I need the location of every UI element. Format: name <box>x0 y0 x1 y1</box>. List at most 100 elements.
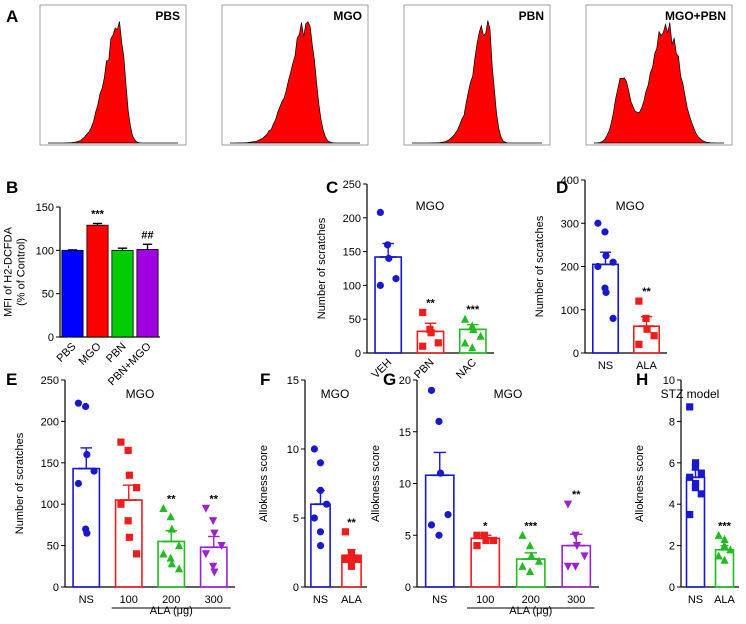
histogram-fill-mgo-pbn <box>593 22 724 144</box>
data-point-H-ala <box>720 555 729 564</box>
data-point-G-300 <box>563 500 573 509</box>
data-point-G-200 <box>525 541 535 550</box>
bar-B-pbn <box>111 249 134 338</box>
data-point-G-200 <box>527 551 536 560</box>
data-point-E-200 <box>167 559 176 568</box>
significance-G-200: *** <box>524 520 538 532</box>
data-point-F-ns <box>316 528 325 536</box>
y-tick-label-D: 200 <box>561 262 579 274</box>
significance-E-200: ** <box>167 493 176 505</box>
y-tick-label-C: 250 <box>343 179 361 191</box>
x-label-E-100: 100 <box>120 594 138 606</box>
data-point-G-200 <box>518 530 527 539</box>
y-tick-label-B: 50 <box>42 289 54 301</box>
histogram-label-pbs: PBS <box>155 9 180 23</box>
data-point-G-ns <box>435 417 443 425</box>
data-point-G-100 <box>482 536 490 545</box>
y-tick-label-G: 0 <box>405 582 411 594</box>
data-point-H-ala <box>726 545 735 554</box>
panel-title-C: MGO <box>416 199 445 213</box>
data-point-E-100 <box>125 471 133 479</box>
y-tick-label-E: 100 <box>41 499 59 511</box>
data-point-F-ala <box>341 555 349 563</box>
y-tick-label-E: 200 <box>41 416 59 428</box>
data-point-E-200 <box>166 512 175 521</box>
panel-letter-A: A <box>6 7 18 26</box>
significance-H-ala: *** <box>718 520 732 532</box>
data-point-C-pbn <box>434 339 442 347</box>
y-tick-label-H: 2 <box>669 541 675 553</box>
data-point-E-ns <box>90 467 98 475</box>
data-point-G-100 <box>480 531 489 539</box>
significance-C-pbn: ** <box>426 297 435 309</box>
x-label-D-ns: NS <box>598 360 613 372</box>
data-point-G-ns <box>427 386 436 394</box>
data-point-E-100 <box>117 500 125 508</box>
data-point-E-ns <box>74 399 83 407</box>
data-point-E-300 <box>210 568 219 577</box>
histogram-frame-pbn <box>403 4 551 146</box>
data-point-D-ala <box>650 332 658 340</box>
histogram-fill-pbn <box>412 20 542 144</box>
significance-F-ala: ** <box>347 517 356 529</box>
y-tick-label-F: 10 <box>287 444 299 456</box>
y-axis-title-H: Allokness score <box>634 445 646 522</box>
data-point-E-ns <box>83 529 91 537</box>
y-axis-title-B: MFI of H2-DCFDA <box>3 226 15 317</box>
x-label-B-pbs: PBS <box>55 341 79 365</box>
panel-letter-E: E <box>6 370 17 389</box>
x-label-F-ns: NS <box>313 594 328 606</box>
data-point-D-ala <box>635 297 643 305</box>
data-point-E-200 <box>174 541 184 550</box>
data-point-C-veh <box>376 281 384 289</box>
data-point-H-ns <box>697 469 705 477</box>
y-tick-label-G: 15 <box>399 427 411 439</box>
data-point-E-100 <box>132 550 141 558</box>
x-label-H-ala: ALA <box>714 594 735 606</box>
data-point-E-100 <box>124 517 132 525</box>
significance-G-300: ** <box>572 489 581 501</box>
data-point-C-nac <box>460 338 470 347</box>
significance-G-100: * <box>483 520 488 532</box>
data-point-C-nac <box>476 331 485 340</box>
y-tick-label-C: 150 <box>343 247 361 259</box>
data-point-C-pbn <box>419 308 427 317</box>
y-tick-label-F: 5 <box>293 513 299 525</box>
data-point-E-300 <box>201 504 211 513</box>
data-point-C-veh <box>383 241 392 249</box>
x-label-E-300: 300 <box>205 594 223 606</box>
data-point-H-ns <box>691 459 700 467</box>
data-point-G-100 <box>489 536 498 545</box>
data-point-H-ala <box>720 534 729 543</box>
data-point-F-ns <box>310 445 318 453</box>
x-label-E-200: 200 <box>162 594 180 606</box>
data-point-D-ala <box>643 325 651 333</box>
y-tick-label-B: 150 <box>36 202 54 214</box>
data-point-E-100 <box>132 484 141 492</box>
data-point-E-100 <box>124 446 132 454</box>
y-tick-label-H: 4 <box>669 499 675 511</box>
data-point-E-200 <box>167 524 176 533</box>
data-point-E-ns <box>74 479 83 488</box>
data-point-E-300 <box>217 542 226 550</box>
x-label-G-ns: NS <box>432 594 447 606</box>
data-point-D-ns <box>602 288 610 297</box>
x-label-G-200: 200 <box>522 594 540 606</box>
data-point-F-ala <box>341 528 349 536</box>
histogram-label-pbn: PBN <box>519 9 544 23</box>
data-point-E-200 <box>174 564 184 573</box>
data-point-G-300 <box>572 542 582 550</box>
panel-letter-C: C <box>326 178 338 197</box>
histogram-fill-mgo <box>230 21 360 144</box>
bar-E-100 <box>114 499 143 588</box>
data-point-H-ns <box>691 484 700 492</box>
data-point-H-ns <box>686 403 694 411</box>
data-point-D-ns <box>594 262 602 271</box>
significance-B-mgo: *** <box>91 208 105 220</box>
data-point-F-ala <box>347 548 356 557</box>
y-tick-label-F: 15 <box>287 375 299 387</box>
y-axis-title-E: Number of scratches <box>14 432 26 534</box>
data-point-D-ala <box>635 340 643 348</box>
significance-B-pbn+mgo: ## <box>141 229 153 241</box>
